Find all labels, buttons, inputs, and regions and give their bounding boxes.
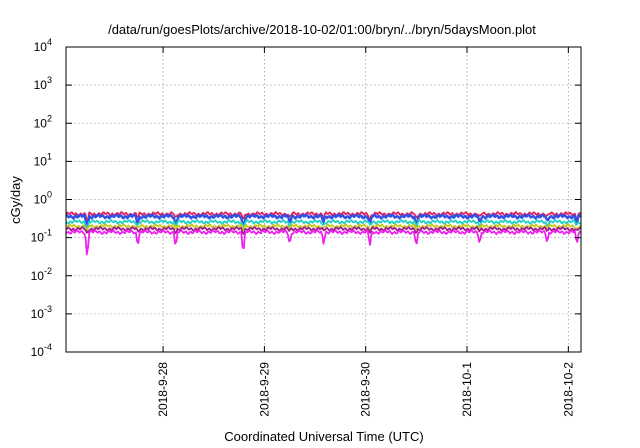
- y-tick-label-2: 10-2: [31, 266, 52, 283]
- chart-title: /data/run/goesPlots/archive/2018-10-02/0…: [108, 22, 536, 37]
- y-axis-label: cGy/day: [8, 176, 23, 224]
- x-axis: 2018-9-28 2018-9-29 2018-9-30 2018-10-1 2018…: [156, 47, 575, 417]
- y-tick-label-6: 102: [34, 113, 52, 130]
- y-tick-label-5: 101: [34, 151, 52, 168]
- x-tick-label-2: 2018-9-30: [359, 362, 373, 417]
- x-tick-label-0: 2018-9-28: [156, 362, 170, 417]
- series-line-4: [65, 226, 582, 235]
- x-tick-label-3: 2018-10-1: [460, 362, 474, 417]
- y-tick-label-4: 100: [34, 190, 52, 207]
- x-axis-label: Coordinated Universal Time (UTC): [224, 429, 423, 444]
- y-tick-label-3: 10-1: [31, 228, 52, 245]
- series-line-5: [65, 229, 582, 256]
- y-tick-label-7: 103: [34, 75, 52, 92]
- y-tick-label-1: 10-3: [31, 304, 52, 321]
- x-tick-label-4: 2018-10-2: [561, 362, 575, 417]
- series-layer: [65, 211, 582, 256]
- series-line-1: [65, 213, 582, 233]
- grid: [66, 47, 581, 352]
- series-line-3: [65, 223, 582, 232]
- x-tick-label-1: 2018-9-29: [257, 362, 271, 417]
- y-tick-label-0: 10-4: [31, 342, 52, 359]
- y-tick-label-8: 104: [34, 37, 52, 54]
- series-line-2: [65, 219, 582, 231]
